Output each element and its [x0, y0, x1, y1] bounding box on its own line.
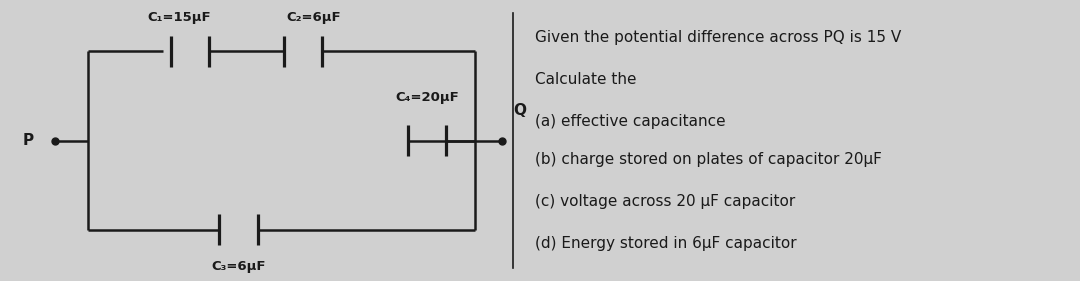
- Text: (c) voltage across 20 μF capacitor: (c) voltage across 20 μF capacitor: [535, 194, 795, 209]
- Text: (b) charge stored on plates of capacitor 20μF: (b) charge stored on plates of capacitor…: [535, 153, 881, 167]
- Text: C₃=6μF: C₃=6μF: [211, 260, 266, 273]
- Text: Calculate the: Calculate the: [535, 72, 636, 87]
- Text: C₁=15μF: C₁=15μF: [147, 11, 211, 24]
- Text: C₂=6μF: C₂=6μF: [286, 11, 341, 24]
- Text: C₄=20μF: C₄=20μF: [395, 91, 459, 104]
- Text: Q: Q: [513, 103, 526, 118]
- Text: (a) effective capacitance: (a) effective capacitance: [535, 114, 726, 128]
- Text: P: P: [23, 133, 33, 148]
- Text: (d) Energy stored in 6μF capacitor: (d) Energy stored in 6μF capacitor: [535, 236, 796, 251]
- Text: Given the potential difference across PQ is 15 V: Given the potential difference across PQ…: [535, 30, 901, 45]
